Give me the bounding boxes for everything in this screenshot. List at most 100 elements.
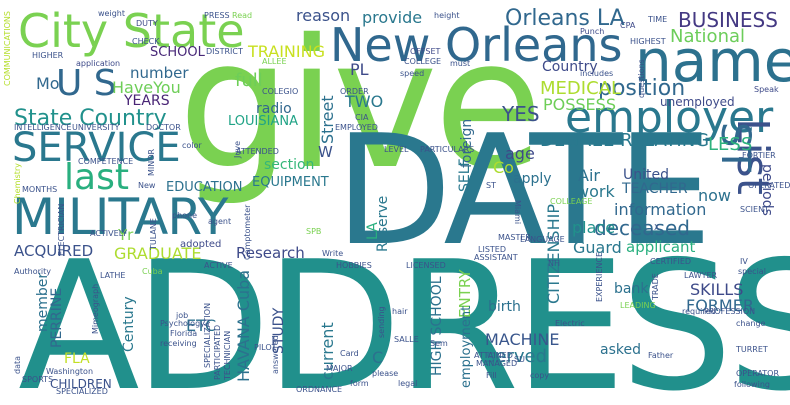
word-electrician: ELECTRICIAN xyxy=(57,203,66,256)
word-chemistry: Chemistry xyxy=(13,163,22,204)
word-receiving: receiving xyxy=(160,339,197,348)
word-comptometer: Comptometer xyxy=(243,204,252,260)
word-sports: SPORTS xyxy=(22,375,54,384)
word-operator: OPERATOR xyxy=(736,369,780,378)
word-united: United xyxy=(623,167,669,183)
word-served: served xyxy=(486,346,548,367)
word-university: UNIVERSITY xyxy=(72,123,120,132)
word-juve: Juve xyxy=(233,140,242,158)
word-electric: Electric xyxy=(555,319,585,328)
word-teacher: TEACHER xyxy=(622,181,688,197)
word-special: special xyxy=(738,267,766,276)
word-deceased: deceased xyxy=(594,216,690,240)
word-give: give xyxy=(178,1,543,208)
word-age: age xyxy=(505,144,535,163)
word-years: YEARS xyxy=(124,93,170,109)
word-two: TWO xyxy=(345,92,384,111)
word-higher: HIGHER xyxy=(32,51,64,60)
word-u-s: U S xyxy=(56,63,117,104)
word-leading: LEADING xyxy=(620,301,656,310)
word-order: ORDER xyxy=(340,87,369,96)
word-speed: speed xyxy=(400,69,425,78)
word-specialization: SPECIALIZATION xyxy=(203,302,212,368)
word-cia: CIA xyxy=(355,113,369,122)
word-duty: DUTY xyxy=(136,19,158,28)
word-sem: Sem xyxy=(430,339,448,348)
word-former: FORMER xyxy=(686,296,754,315)
word-training: TRAINING xyxy=(248,42,325,61)
word-assistant: ASSISTANT xyxy=(474,253,518,262)
word-agent: agent xyxy=(208,217,232,226)
word-data: data xyxy=(13,355,22,374)
word-certified: CERTIFIED xyxy=(650,257,692,266)
word-section: section xyxy=(264,157,315,173)
word-read: Read xyxy=(232,11,253,20)
word-asked: asked xyxy=(600,342,641,358)
word-employer: employer xyxy=(565,92,774,143)
word-active: ACTIVE xyxy=(204,261,233,270)
word-yes: YES xyxy=(502,102,540,126)
word-check: CHECK xyxy=(132,37,160,46)
word-country: Country xyxy=(542,59,598,75)
word-spb: SPB xyxy=(306,227,322,236)
word-lathe: LATHE xyxy=(100,271,126,280)
word-last: last xyxy=(64,157,129,198)
word-citizenship: CITIZENSHIP xyxy=(544,204,563,304)
word-w: W xyxy=(318,143,333,161)
word-washington: Washington xyxy=(46,367,94,376)
word-equipment: EQUIPMENT xyxy=(252,175,329,190)
word-minor: MINOR xyxy=(147,148,156,176)
word-air: Air xyxy=(578,166,600,185)
word-please: please xyxy=(372,369,399,378)
word-c: C xyxy=(372,348,384,367)
word-nh: NH xyxy=(548,259,560,268)
word-weight: weight xyxy=(98,9,125,18)
word-communications: COMMUNICATIONS xyxy=(3,11,12,86)
word-research: Research xyxy=(236,244,305,262)
word-psychology: Psychology xyxy=(160,319,205,328)
word-profession: PROFESSION xyxy=(704,307,756,316)
word-children: CHILDREN xyxy=(50,377,112,391)
word-miami: Miami xyxy=(513,200,522,225)
word-level: LEVEL xyxy=(384,145,409,154)
word-business: BUSINESS xyxy=(678,8,778,32)
word-highest: HIGHEST xyxy=(630,37,666,46)
word-guard: Guard xyxy=(573,238,622,257)
word-x: X xyxy=(654,223,660,232)
word-required: required xyxy=(682,307,716,316)
word-machine: MACHINE xyxy=(485,330,560,349)
word-operated: OPERATED xyxy=(748,181,790,190)
word-school: SCHOOL xyxy=(150,45,205,60)
word-apply: apply xyxy=(513,171,552,187)
word-licensed: LICENSED xyxy=(406,261,446,270)
word-lawyer: LAWYER xyxy=(684,271,718,280)
word-now: now xyxy=(698,186,732,205)
word-high-school: HIGH SCHOOL xyxy=(429,276,445,376)
word-competence: COMPETENCE xyxy=(78,157,134,166)
word-questions: questions xyxy=(637,59,646,98)
word-century: Century xyxy=(121,296,137,352)
word-actively: ACTIVELY xyxy=(90,229,127,238)
word-mo: Mo xyxy=(36,74,60,93)
word-orleans-la: Orleans LA xyxy=(505,6,625,31)
word-name: name xyxy=(635,27,790,95)
word-listed: LISTED xyxy=(478,245,506,254)
word-allee: ALLEE xyxy=(262,57,287,66)
word-mimeograph: Mimeograph xyxy=(91,283,100,334)
word-colegio: COLEGIO xyxy=(262,87,299,96)
word-color: color xyxy=(182,141,202,150)
word-member: member xyxy=(35,272,51,332)
word-date: DATE xyxy=(335,102,712,279)
word-state-country: State Country xyxy=(14,106,167,131)
word-time: TIME xyxy=(648,15,668,24)
word-address: ADDRESS xyxy=(18,223,790,405)
word-less: LESS xyxy=(708,134,753,155)
word-colleage: COLLEAGE xyxy=(550,197,593,206)
word-new-orleans: New Orleans xyxy=(330,18,623,72)
word-write: Write xyxy=(322,249,344,258)
word-press: PRESS xyxy=(204,11,230,20)
word-provide: provide xyxy=(362,8,423,27)
word-legal: legal xyxy=(398,379,418,388)
word-sending: sending xyxy=(377,306,386,338)
